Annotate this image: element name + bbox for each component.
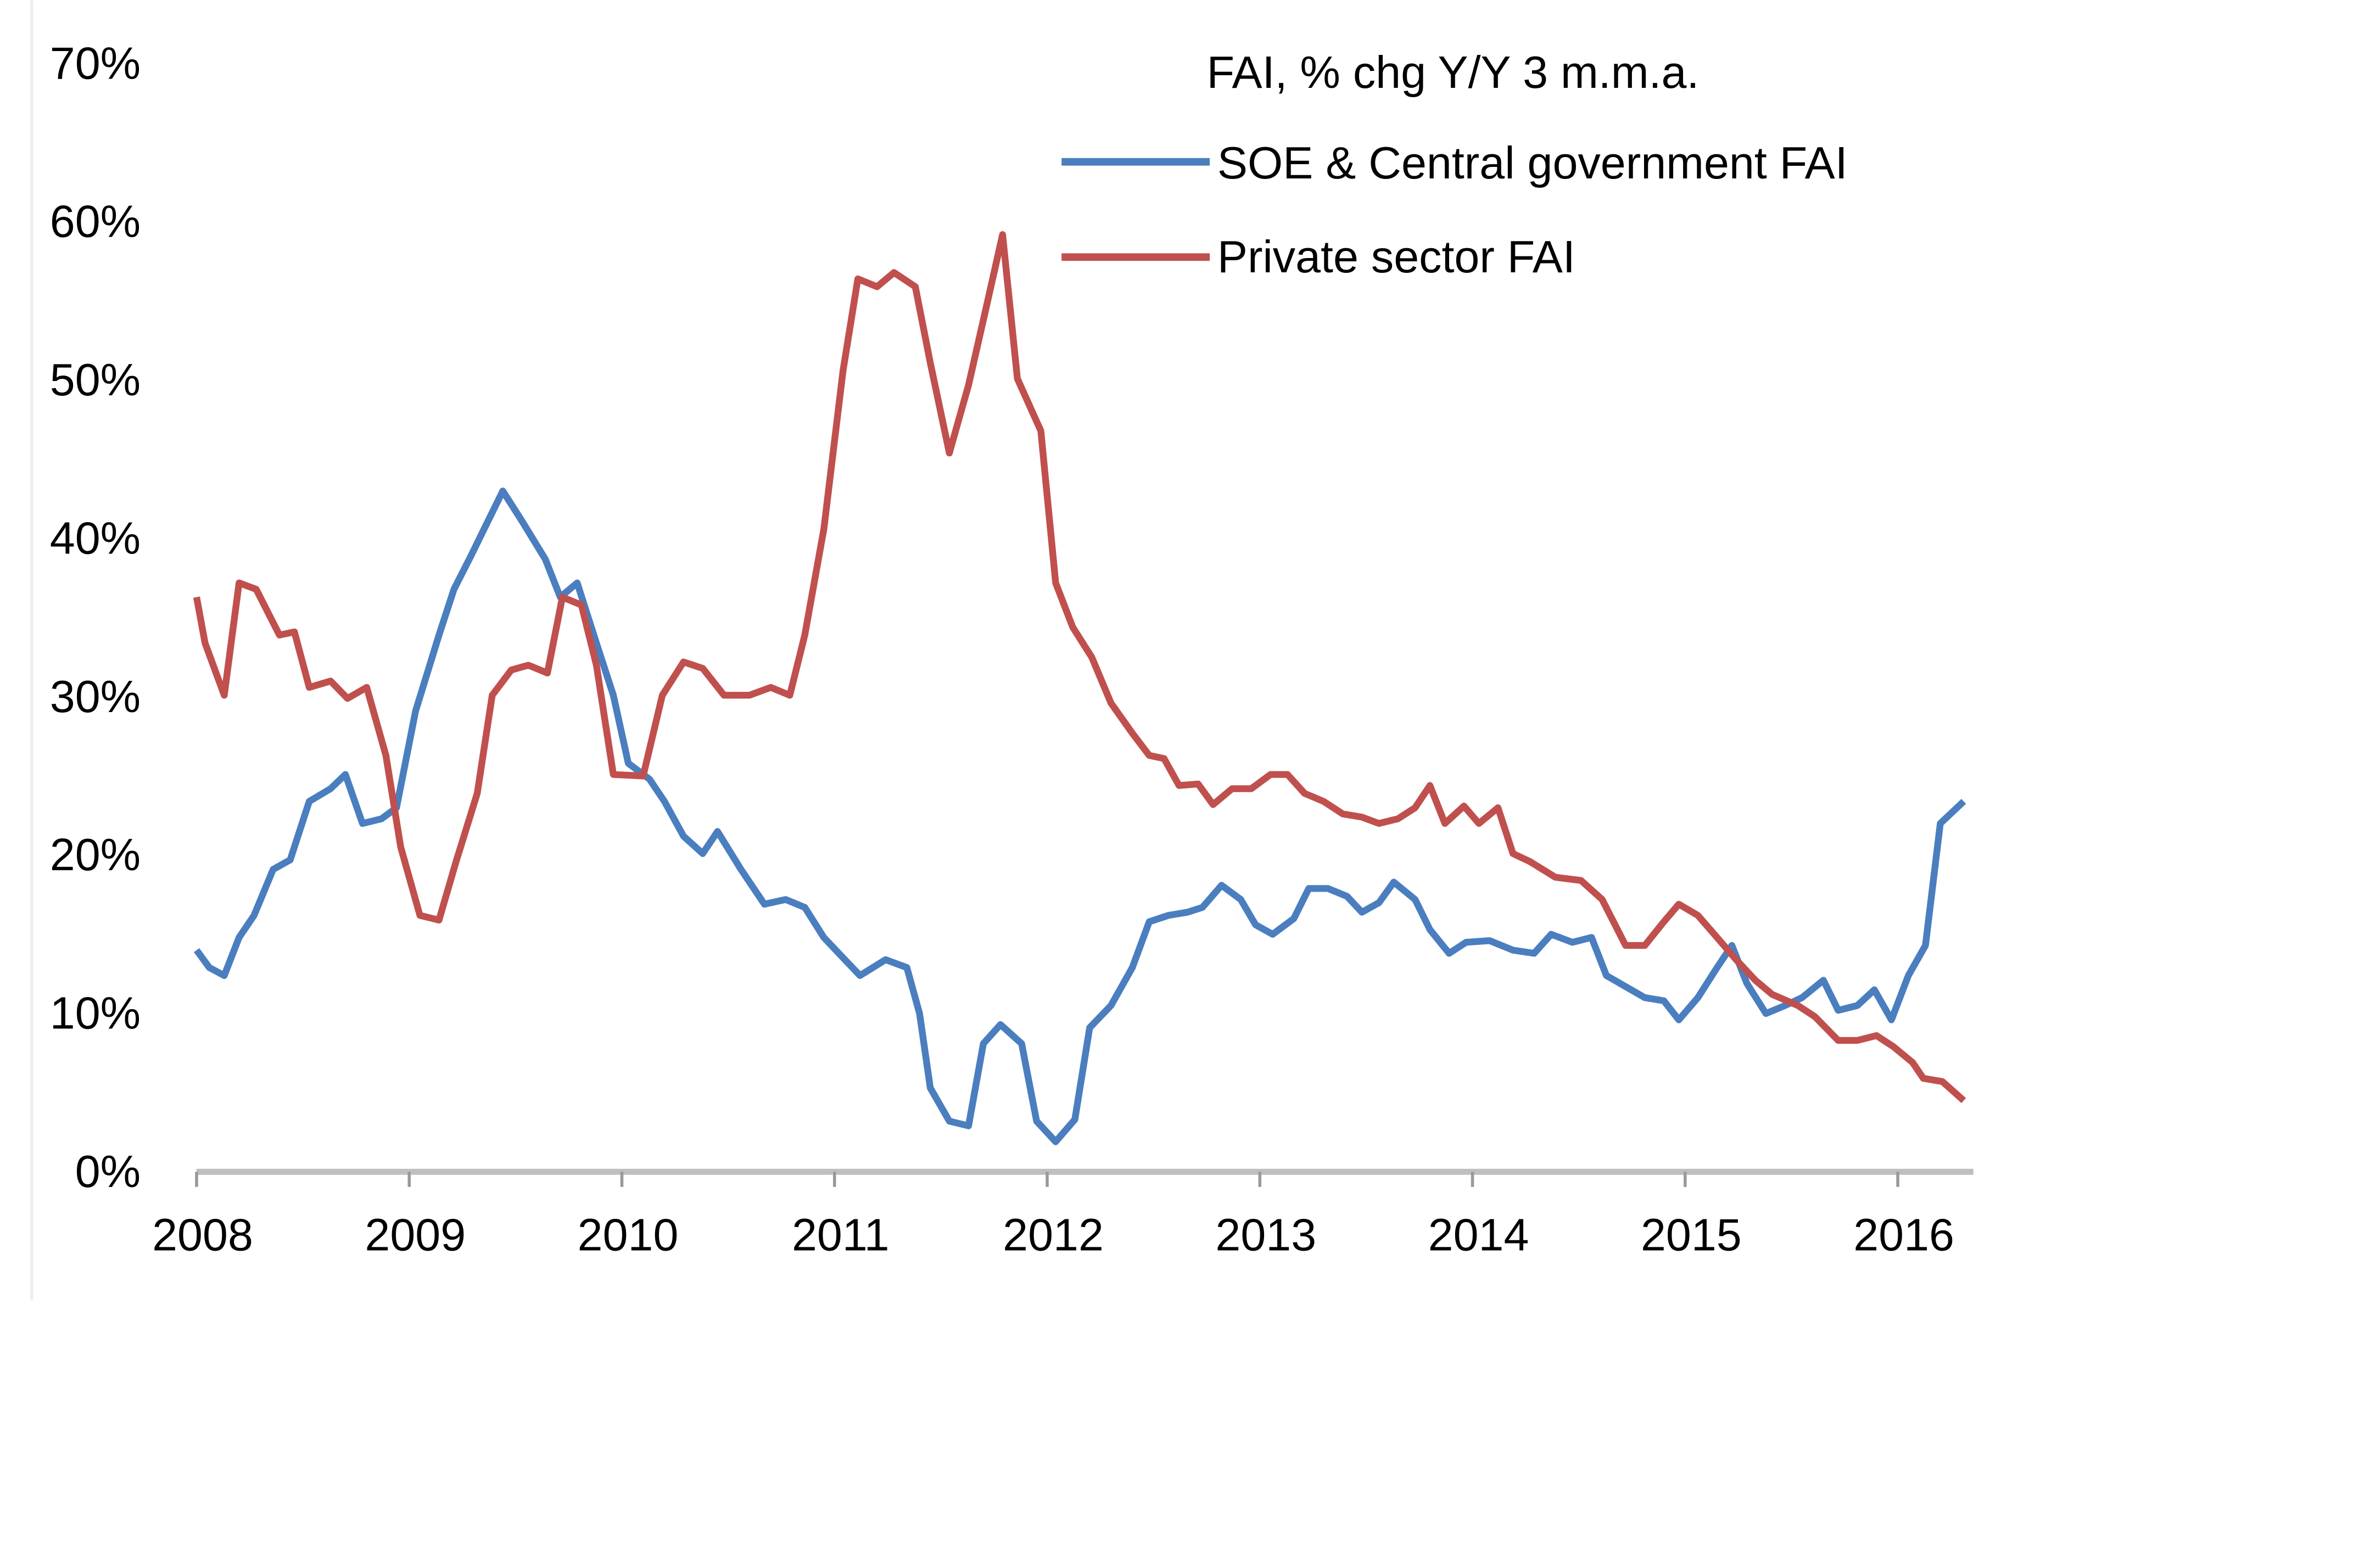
legend-label-private: Private sector FAI bbox=[1217, 231, 1575, 282]
y-tick-label: 40% bbox=[50, 512, 141, 563]
x-tick-label: 2012 bbox=[1003, 1209, 1104, 1261]
legend-label-soe: SOE & Central government FAI bbox=[1217, 137, 1848, 188]
y-tick-label: 50% bbox=[50, 354, 141, 405]
chart-title: FAI, % chg Y/Y 3 m.m.a. bbox=[1207, 47, 1700, 98]
x-tick-label: 2008 bbox=[152, 1209, 253, 1261]
x-tick-label: 2014 bbox=[1428, 1209, 1529, 1261]
series-lines bbox=[193, 231, 1966, 1145]
series-line-soe bbox=[193, 488, 1966, 1145]
y-tick-label: 10% bbox=[50, 988, 141, 1039]
y-tick-label: 70% bbox=[50, 37, 141, 88]
legend: SOE & Central government FAI Private sec… bbox=[1061, 137, 1848, 282]
y-tick-label: 20% bbox=[50, 829, 141, 880]
y-tick-label: 60% bbox=[50, 196, 141, 247]
series-line-private bbox=[193, 231, 1966, 1104]
x-axis: 2008 2009 2010 2011 2012 2013 2014 2015 2016 bbox=[152, 1168, 1974, 1261]
y-tick-label: 30% bbox=[50, 671, 141, 722]
x-tick-label: 2009 bbox=[365, 1209, 466, 1261]
x-tick-label: 2016 bbox=[1853, 1209, 1954, 1261]
x-tick-label: 2011 bbox=[792, 1209, 890, 1261]
x-tick-label: 2015 bbox=[1641, 1209, 1742, 1261]
y-axis-labels: 0% 10% 20% 30% 40% 50% 60% 70% bbox=[50, 37, 141, 1197]
y-tick-label: 0% bbox=[75, 1146, 141, 1197]
x-tick-label: 2010 bbox=[578, 1209, 679, 1261]
x-tick-label: 2013 bbox=[1215, 1209, 1316, 1261]
